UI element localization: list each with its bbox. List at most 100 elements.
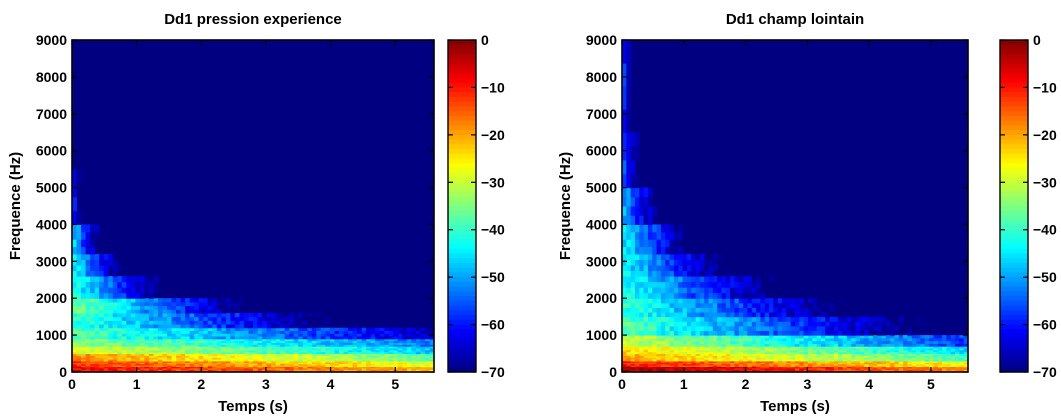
spectrogram-cell: [726, 293, 731, 299]
spectrogram-cell: [877, 317, 882, 322]
spectrogram-cell: [709, 293, 714, 299]
spectrogram-cell: [700, 317, 705, 322]
spectrogram-cell: [756, 312, 761, 317]
spectrogram-cell: [665, 312, 670, 317]
spectrogram-cell: [873, 317, 878, 322]
spectrogram-cell: [289, 313, 294, 317]
spectrogram-cell: [248, 317, 253, 321]
spectrogram-cell: [791, 303, 796, 308]
x-tick-label: 1: [680, 376, 688, 392]
spectrogram-cell: [804, 326, 809, 331]
spectrogram-cell: [765, 321, 770, 326]
spectrogram-cell: [86, 298, 91, 302]
spectrogram-cell: [190, 320, 195, 324]
spectrogram-cell: [626, 215, 631, 225]
spectrogram-cell: [791, 307, 796, 312]
spectrogram-cell: [713, 282, 718, 288]
spectrogram-cell: [163, 313, 168, 317]
spectrogram-cell: [362, 328, 367, 331]
spectrogram-cell: [95, 324, 100, 328]
spectrogram-cell: [687, 271, 692, 277]
spectrogram-cell: [747, 298, 752, 303]
spectrogram-cell: [86, 232, 91, 240]
colorbar-tick-label: −70: [481, 364, 505, 380]
spectrogram-cell: [791, 321, 796, 326]
spectrogram-cell: [639, 321, 644, 326]
spectrogram-cell: [657, 317, 662, 322]
spectrogram-cell: [652, 312, 657, 317]
spectrogram-cell: [244, 324, 249, 328]
spectrogram-cell: [791, 298, 796, 303]
spectrogram-cell: [135, 298, 140, 302]
spectrogram-cell: [631, 224, 636, 232]
colorbar-segment: [448, 291, 476, 296]
spectrogram-cell: [907, 326, 912, 331]
spectrogram-cell: [172, 298, 177, 302]
spectrogram-cell: [626, 321, 631, 326]
spectrogram-cell: [81, 313, 86, 317]
spectrogram-cell: [176, 313, 181, 317]
spectrogram-cell: [86, 306, 91, 310]
spectrogram-cell: [149, 306, 154, 310]
spectrogram-cell: [644, 317, 649, 322]
spectrogram-cell: [778, 317, 783, 322]
spectrogram-cell: [190, 309, 195, 313]
spectrogram-cell: [181, 313, 186, 317]
spectrogram-cell: [778, 298, 783, 303]
spectrogram-cell: [661, 239, 666, 247]
spectrogram-cell: [907, 331, 912, 336]
spectrogram-cell: [626, 174, 631, 188]
spectrogram-cell: [743, 331, 748, 336]
spectrogram-cell: [782, 303, 787, 308]
x-tick-label: 2: [742, 376, 750, 392]
spectrogram-cell: [670, 331, 675, 336]
spectrogram-cell: [144, 282, 149, 288]
spectrogram-cell: [756, 307, 761, 312]
spectrogram-cell: [172, 309, 177, 313]
colorbar-segment: [448, 306, 476, 311]
spectrogram-cell: [393, 328, 398, 331]
spectrogram-cell: [626, 326, 631, 331]
spectrogram-cell: [683, 254, 688, 260]
spectrogram-cell: [90, 287, 95, 293]
spectrogram-cell: [104, 254, 109, 260]
spectrogram-cell: [208, 298, 213, 302]
spectrogram-cell: [687, 259, 692, 265]
y-tick-label: 5000: [36, 180, 67, 196]
spectrogram-cell: [721, 282, 726, 288]
spectrogram-cell: [873, 335, 878, 338]
spectrogram-cell: [635, 307, 640, 312]
spectrogram-cell: [678, 282, 683, 288]
spectrogram-cell: [890, 331, 895, 336]
spectrogram-cell: [144, 320, 149, 324]
spectrogram-cell: [194, 324, 199, 328]
spectrogram-cell: [674, 259, 679, 265]
spectrogram-cell: [687, 287, 692, 293]
spectrogram-cell: [276, 313, 281, 317]
spectrogram-cell: [756, 321, 761, 326]
spectrogram-cell: [769, 298, 774, 303]
spectrogram-cell: [276, 324, 281, 328]
spectrogram-cell: [253, 324, 258, 328]
spectrogram-cell: [747, 326, 752, 331]
spectrogram-cell: [804, 303, 809, 308]
spectrogram-cell: [167, 302, 172, 306]
spectrogram-cell: [626, 312, 631, 317]
spectrogram-cell: [635, 287, 640, 293]
spectrogram-cell: [691, 303, 696, 308]
spectrogram-cell: [709, 259, 714, 265]
spectrogram-cell: [90, 324, 95, 328]
spectrogram-cell: [752, 298, 757, 303]
spectrogram-cell: [799, 331, 804, 336]
spectrogram-cell: [821, 312, 826, 317]
spectrogram-cell: [648, 331, 653, 336]
spectrogram-cell: [657, 239, 662, 247]
spectrogram-cell: [144, 287, 149, 293]
spectrogram-cell: [108, 313, 113, 317]
colorbar-segment: [448, 325, 476, 330]
spectrogram-cell: [726, 303, 731, 308]
spectrogram-cell: [380, 328, 385, 331]
spectrogram-cell: [144, 276, 149, 282]
colorbar-segment: [1000, 92, 1028, 97]
